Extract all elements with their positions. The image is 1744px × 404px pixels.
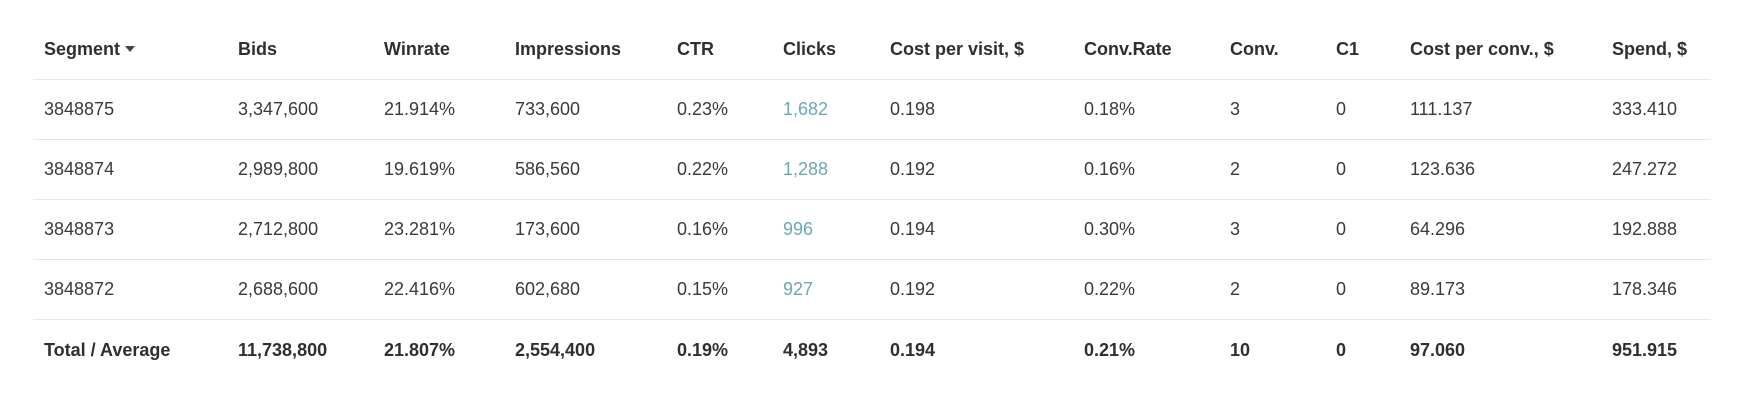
total-label-cell: Total / Average <box>44 340 171 360</box>
cell-ctr: 0.22% <box>666 139 772 200</box>
cell-segment: 3848873 <box>33 199 227 260</box>
total-spend-cell: 951.915 <box>1612 340 1678 360</box>
cell-c1: 0 <box>1325 259 1399 320</box>
cell-impressions: 733,600 <box>504 79 666 140</box>
cell-spend: 333.410 <box>1601 79 1711 140</box>
column-header-conv-rate: Conv.Rate <box>1073 20 1219 80</box>
cell-cost-per-visit: 0.198 <box>879 79 1073 140</box>
total-impressions-cell: 2,554,400 <box>515 340 596 360</box>
segment-stats-table: Segment Bids Winrate Impressions CTR Cli… <box>33 20 1711 381</box>
clicks-link[interactable]: 1,288 <box>783 159 829 179</box>
column-header-spend: Spend, $ <box>1601 20 1711 80</box>
cell-clicks: 1,288 <box>772 139 879 200</box>
cell-conv: 3 <box>1219 199 1325 260</box>
table-footer: Total / Average 11,738,800 21.807% 2,554… <box>33 320 1711 382</box>
cell-cost-per-conv: 111.137 <box>1399 79 1601 140</box>
column-header-cost-per-conv: Cost per conv., $ <box>1399 20 1601 80</box>
clicks-link[interactable]: 927 <box>783 279 814 299</box>
cell-winrate: 22.416% <box>373 259 504 320</box>
table-row: 3848873 2,712,800 23.281% 173,600 0.16% 996 0.… <box>33 199 1711 260</box>
cell-c1: 0 <box>1325 139 1399 200</box>
table-header: Segment Bids Winrate Impressions CTR Cli… <box>33 20 1711 80</box>
cell-conv: 3 <box>1219 79 1325 140</box>
clicks-link[interactable]: 996 <box>783 219 814 239</box>
cell-cost-per-visit: 0.192 <box>879 139 1073 200</box>
total-bids-cell: 11,738,800 <box>238 340 328 360</box>
clicks-link[interactable]: 1,682 <box>783 99 829 119</box>
column-header-winrate: Winrate <box>373 20 504 80</box>
total-winrate-cell: 21.807% <box>384 340 456 360</box>
column-header-segment[interactable]: Segment <box>33 20 227 80</box>
cell-conv: 2 <box>1219 139 1325 200</box>
cell-spend: 192.888 <box>1601 199 1711 260</box>
table-row: 3848875 3,347,600 21.914% 733,600 0.23% 1,682… <box>33 79 1711 140</box>
header-row: Segment Bids Winrate Impressions CTR Cli… <box>33 20 1711 80</box>
cell-clicks: 996 <box>772 199 879 260</box>
sort-caret-down-icon <box>125 46 136 53</box>
total-clicks-cell: 4,893 <box>783 340 829 360</box>
total-cost-per-visit-cell: 0.194 <box>890 340 936 360</box>
cell-spend: 178.346 <box>1601 259 1711 320</box>
cell-ctr: 0.15% <box>666 259 772 320</box>
cell-impressions: 586,560 <box>504 139 666 200</box>
cell-cost-per-conv: 89.173 <box>1399 259 1601 320</box>
cell-bids: 2,989,800 <box>227 139 373 200</box>
stats-table-container: Segment Bids Winrate Impressions CTR Cli… <box>33 20 1711 381</box>
column-header-impressions: Impressions <box>504 20 666 80</box>
cell-clicks: 927 <box>772 259 879 320</box>
column-header-bids: Bids <box>227 20 373 80</box>
cell-bids: 2,688,600 <box>227 259 373 320</box>
column-header-clicks: Clicks <box>772 20 879 80</box>
total-cost-per-conv-cell: 97.060 <box>1410 340 1466 360</box>
cell-conv-rate: 0.30% <box>1073 199 1219 260</box>
cell-conv-rate: 0.18% <box>1073 79 1219 140</box>
cell-conv-rate: 0.16% <box>1073 139 1219 200</box>
table-body: 3848875 3,347,600 21.914% 733,600 0.23% 1,682… <box>33 79 1711 320</box>
table-row: 3848874 2,989,800 19.619% 586,560 0.22% 1,288… <box>33 139 1711 200</box>
column-header-label: Segment <box>44 39 121 59</box>
total-c1-cell: 0 <box>1336 340 1347 360</box>
cell-cost-per-visit: 0.192 <box>879 259 1073 320</box>
cell-clicks: 1,682 <box>772 79 879 140</box>
cell-segment: 3848872 <box>33 259 227 320</box>
cell-impressions: 602,680 <box>504 259 666 320</box>
cell-c1: 0 <box>1325 199 1399 260</box>
cell-winrate: 21.914% <box>373 79 504 140</box>
column-header-c1: C1 <box>1325 20 1399 80</box>
cell-conv: 2 <box>1219 259 1325 320</box>
cell-cost-per-conv: 123.636 <box>1399 139 1601 200</box>
cell-conv-rate: 0.22% <box>1073 259 1219 320</box>
cell-winrate: 23.281% <box>373 199 504 260</box>
cell-cost-per-conv: 64.296 <box>1399 199 1601 260</box>
cell-impressions: 173,600 <box>504 199 666 260</box>
cell-spend: 247.272 <box>1601 139 1711 200</box>
cell-ctr: 0.16% <box>666 199 772 260</box>
cell-segment: 3848875 <box>33 79 227 140</box>
cell-ctr: 0.23% <box>666 79 772 140</box>
total-row: Total / Average 11,738,800 21.807% 2,554… <box>33 320 1711 382</box>
table-row: 3848872 2,688,600 22.416% 602,680 0.15% 927 0.… <box>33 259 1711 320</box>
total-conv-cell: 10 <box>1230 340 1251 360</box>
cell-cost-per-visit: 0.194 <box>879 199 1073 260</box>
total-conv-rate-cell: 0.21% <box>1084 340 1136 360</box>
cell-c1: 0 <box>1325 79 1399 140</box>
column-header-ctr: CTR <box>666 20 772 80</box>
cell-segment: 3848874 <box>33 139 227 200</box>
cell-bids: 2,712,800 <box>227 199 373 260</box>
column-header-cost-per-visit: Cost per visit, $ <box>879 20 1073 80</box>
total-ctr-cell: 0.19% <box>677 340 729 360</box>
column-header-conv: Conv. <box>1219 20 1325 80</box>
cell-bids: 3,347,600 <box>227 79 373 140</box>
cell-winrate: 19.619% <box>373 139 504 200</box>
